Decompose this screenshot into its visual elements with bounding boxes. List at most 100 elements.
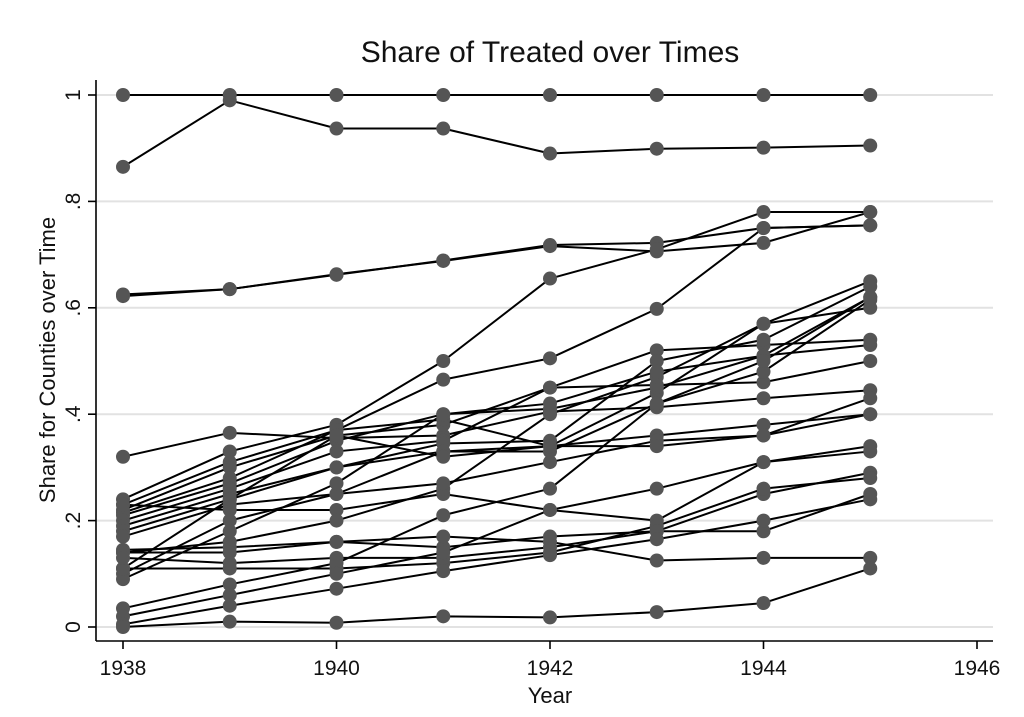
data-point — [756, 332, 771, 347]
data-point — [222, 460, 237, 475]
data-point — [436, 564, 451, 579]
data-point — [543, 396, 557, 411]
data-point — [329, 556, 344, 571]
data-point — [116, 529, 130, 544]
data-point — [756, 364, 771, 379]
data-point — [329, 581, 344, 596]
points-layer — [116, 88, 878, 634]
data-point — [543, 239, 557, 254]
y-tick-label: .6 — [62, 299, 85, 317]
data-point — [222, 556, 237, 571]
axes — [95, 80, 993, 642]
data-point — [649, 481, 664, 496]
data-point — [863, 492, 878, 507]
data-point — [116, 88, 130, 102]
x-tick-label: 1944 — [740, 657, 787, 680]
data-point — [649, 605, 664, 620]
data-point — [863, 88, 878, 102]
data-point — [863, 205, 878, 220]
data-point — [436, 88, 451, 102]
data-point — [116, 159, 130, 174]
data-point — [543, 407, 557, 422]
data-point — [649, 396, 664, 411]
data-point — [329, 615, 344, 630]
data-point — [649, 364, 664, 379]
data-point — [756, 550, 771, 565]
data-point — [863, 354, 878, 368]
series-line-7 — [122, 224, 871, 506]
data-point — [543, 502, 557, 517]
data-point — [543, 455, 557, 470]
data-point — [436, 372, 451, 387]
data-point — [863, 550, 878, 565]
data-point — [436, 449, 451, 464]
data-point — [756, 524, 771, 539]
data-point — [543, 146, 557, 161]
data-point — [543, 88, 557, 102]
data-point — [222, 545, 237, 560]
data-point — [543, 351, 557, 366]
series-line-11 — [122, 360, 871, 522]
data-point — [116, 449, 130, 464]
data-point — [863, 471, 878, 486]
data-point — [329, 566, 344, 581]
series-line-6 — [122, 211, 871, 501]
data-point — [756, 221, 771, 235]
x-tick-label: 1938 — [100, 657, 147, 680]
series-line-9 — [122, 280, 871, 514]
series-line-20 — [122, 344, 871, 581]
y-tick-label: 1 — [62, 89, 85, 101]
data-point — [756, 140, 771, 155]
series-line-4 — [122, 211, 871, 298]
series-line-25 — [122, 450, 871, 618]
data-point — [649, 532, 664, 547]
y-tick-label: .8 — [62, 193, 85, 211]
series-line-23 — [122, 493, 871, 565]
data-point — [436, 407, 451, 422]
data-point — [756, 417, 771, 432]
data-point — [436, 508, 451, 523]
data-point — [222, 492, 237, 507]
data-point — [649, 553, 664, 568]
data-point — [436, 529, 451, 544]
data-point — [756, 596, 771, 611]
data-point — [329, 460, 344, 475]
data-point — [329, 267, 344, 282]
series-line-5 — [122, 389, 871, 458]
data-point — [436, 476, 451, 491]
data-point — [329, 476, 344, 491]
data-point — [222, 614, 237, 629]
series-line-14 — [122, 413, 871, 538]
series-layer — [122, 94, 871, 628]
ticks: 0 .2 .4 .6 .8 1 1938 1940 1942 1944 1946 — [62, 89, 1000, 680]
data-point — [329, 121, 344, 136]
x-axis-label: Year — [528, 683, 572, 708]
data-point — [863, 391, 878, 406]
data-point — [756, 391, 771, 406]
data-point — [756, 375, 771, 390]
series-line-21 — [122, 413, 871, 570]
series-line-18 — [123, 477, 871, 570]
data-point — [116, 620, 130, 634]
data-point — [863, 138, 878, 153]
data-point — [222, 282, 237, 297]
data-point — [756, 455, 771, 470]
data-point — [649, 301, 664, 316]
data-point — [756, 354, 771, 368]
data-point — [222, 577, 237, 592]
data-point — [649, 354, 664, 368]
data-point — [649, 242, 664, 257]
data-point — [222, 598, 237, 613]
series-line-27 — [122, 567, 871, 628]
data-point — [649, 439, 664, 454]
series-line-22 — [123, 535, 871, 562]
data-point — [436, 121, 451, 136]
data-point — [863, 300, 878, 315]
data-point — [863, 561, 878, 576]
data-point — [543, 548, 557, 563]
data-point — [329, 444, 344, 459]
data-point — [222, 502, 237, 517]
data-point — [543, 271, 557, 286]
